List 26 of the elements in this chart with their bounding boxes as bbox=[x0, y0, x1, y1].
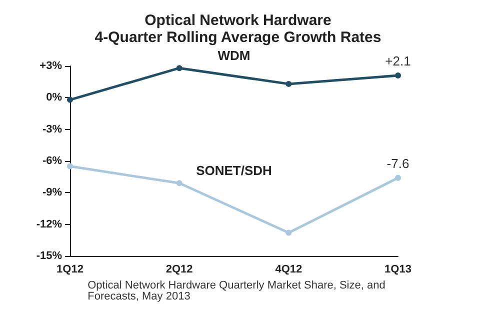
y-tick-label: -6% bbox=[42, 155, 62, 167]
x-tick-label: 1Q13 bbox=[384, 264, 412, 276]
chart-subtitle: 4-Quarter Rolling Average Growth Rates bbox=[94, 29, 382, 46]
point bbox=[395, 72, 401, 78]
y-tick-label: -3% bbox=[42, 123, 62, 136]
y-tick-label: -9% bbox=[42, 186, 62, 199]
point bbox=[67, 163, 73, 170]
data-label: +2.1 bbox=[385, 54, 411, 68]
point bbox=[176, 65, 182, 72]
point bbox=[286, 80, 292, 87]
point bbox=[286, 230, 292, 236]
series-label: SONET/SDH bbox=[196, 163, 272, 178]
y-tick-label: +3% bbox=[40, 60, 62, 72]
text: Optical Network Hardware Quarterly Market Share, Size, and Forecasts, May 2013 bbox=[88, 280, 388, 302]
x-tick-label: 2Q12 bbox=[166, 264, 193, 276]
point bbox=[395, 174, 401, 181]
x-tick-label: 1Q12 bbox=[56, 264, 84, 276]
series-label: WDM bbox=[218, 48, 250, 64]
y-tick-label: -12% bbox=[36, 218, 62, 230]
y-tick-label: -15% bbox=[36, 250, 62, 262]
chart-title: Optical Network Hardware bbox=[144, 12, 332, 29]
y-tick-label: 0% bbox=[46, 92, 62, 104]
data-label: -7.6 bbox=[386, 156, 410, 171]
point bbox=[67, 96, 73, 103]
x-tick-label: 4Q12 bbox=[275, 264, 302, 276]
point bbox=[176, 180, 182, 186]
